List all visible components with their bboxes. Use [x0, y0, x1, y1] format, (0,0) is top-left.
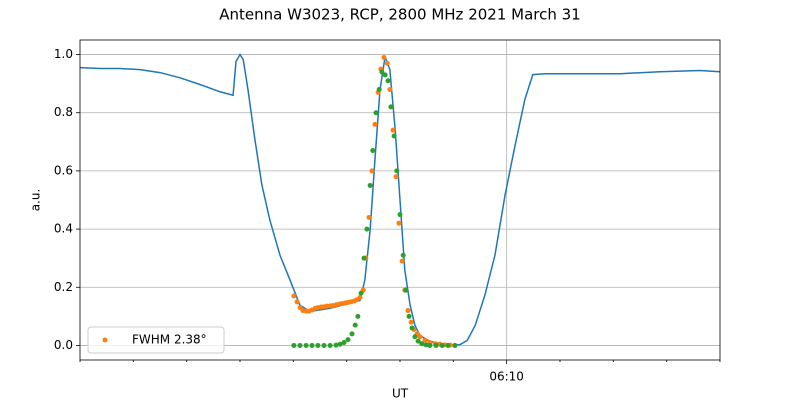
data-point — [406, 313, 412, 319]
y-tick-label: 0.4 — [54, 222, 73, 236]
data-point — [391, 133, 397, 139]
data-point — [385, 78, 391, 84]
data-point — [403, 287, 409, 293]
data-point — [345, 337, 351, 343]
data-point — [417, 334, 423, 340]
data-point — [361, 255, 367, 261]
data-point — [369, 168, 375, 174]
data-point — [337, 341, 343, 347]
data-point — [408, 319, 414, 325]
legend-box — [87, 326, 225, 354]
data-point — [381, 54, 387, 60]
y-tick-label: 0.2 — [54, 280, 73, 294]
data-point — [433, 342, 439, 348]
data-point — [399, 258, 405, 264]
data-point — [394, 168, 400, 174]
data-point — [341, 340, 347, 346]
legend-marker — [102, 337, 108, 343]
data-line — [79, 53, 721, 347]
data-point — [423, 342, 429, 348]
data-point — [309, 342, 315, 348]
data-point — [422, 337, 428, 343]
data-point — [412, 334, 418, 340]
data-point — [396, 220, 402, 226]
y-tick-label: 0.0 — [54, 338, 73, 352]
data-point — [439, 342, 445, 348]
data-point — [303, 342, 309, 348]
data-point — [376, 86, 382, 92]
data-point — [349, 331, 355, 337]
data-point — [452, 342, 458, 348]
data-point — [427, 342, 433, 348]
y-tick-label: 0.6 — [54, 163, 73, 177]
data-point — [358, 290, 364, 296]
x-axis-label: UT — [392, 387, 409, 400]
data-point — [382, 72, 388, 78]
axes-frame — [79, 39, 721, 361]
data-point — [419, 341, 425, 347]
data-point — [390, 127, 396, 133]
data-point — [397, 212, 403, 218]
data-point — [321, 342, 327, 348]
data-point — [366, 214, 372, 220]
data-point — [327, 342, 333, 348]
legend-label: FWHM 2.38° — [132, 333, 207, 347]
y-tick-label: 1.0 — [54, 47, 73, 61]
data-point — [291, 342, 297, 348]
data-point — [352, 322, 358, 328]
chart-title: Antenna W3023, RCP, 2800 MHz 2021 March … — [219, 6, 580, 24]
data-point — [379, 69, 385, 75]
data-point — [409, 325, 415, 331]
data-point — [291, 293, 297, 299]
data-point — [297, 342, 303, 348]
data-point — [388, 104, 394, 110]
data-point — [405, 308, 411, 314]
data-point — [370, 148, 376, 154]
data-point — [364, 226, 370, 232]
x-tick-label: 06:10 — [489, 370, 524, 384]
data-point — [333, 342, 339, 348]
data-point — [367, 182, 373, 188]
data-point — [445, 342, 451, 348]
y-tick-label: 0.8 — [54, 105, 73, 119]
data-point — [400, 252, 406, 258]
data-point — [415, 338, 421, 344]
data-point — [372, 121, 378, 127]
data-point — [357, 294, 363, 300]
data-point — [294, 299, 300, 305]
data-point — [387, 86, 393, 92]
data-point — [315, 342, 321, 348]
data-point — [393, 174, 399, 180]
y-axis-label: a.u. — [29, 189, 43, 212]
data-point — [355, 313, 361, 319]
data-point — [384, 60, 390, 66]
data-point — [373, 110, 379, 116]
